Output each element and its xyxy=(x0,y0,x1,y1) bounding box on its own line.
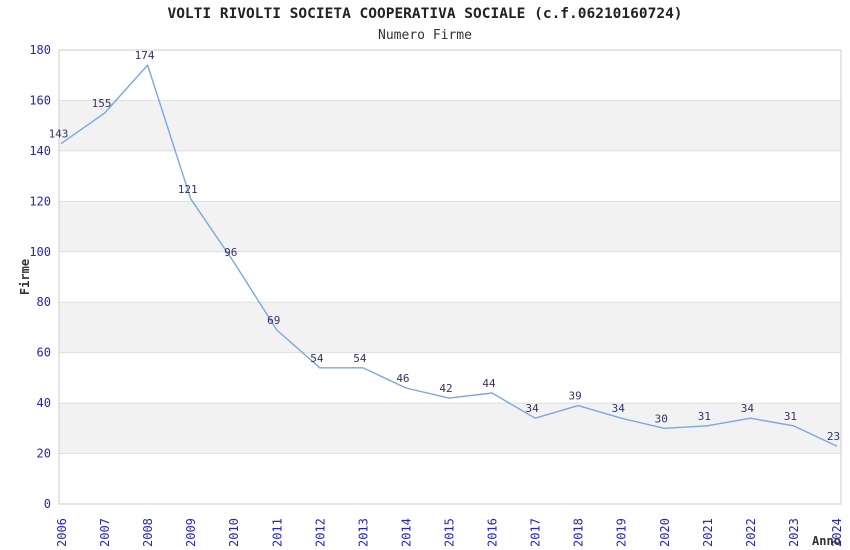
grid-band xyxy=(59,201,841,252)
x-tick-label: 2010 xyxy=(227,518,241,547)
x-tick-label: 2019 xyxy=(615,518,629,547)
data-point-label: 44 xyxy=(482,377,496,390)
y-tick-label: 0 xyxy=(44,497,51,511)
x-tick-label: 2024 xyxy=(830,518,844,547)
data-point-label: 96 xyxy=(224,246,237,259)
grid-band xyxy=(59,403,841,454)
data-point-label: 31 xyxy=(698,410,711,423)
data-point-label: 30 xyxy=(655,412,668,425)
data-point-label: 42 xyxy=(439,382,452,395)
chart-subtitle: Numero Firme xyxy=(378,28,472,43)
data-point-label: 31 xyxy=(784,410,797,423)
x-tick-label: 2012 xyxy=(313,518,327,547)
plot-border xyxy=(58,49,842,505)
y-tick-label: 100 xyxy=(29,245,51,259)
data-point-label: 34 xyxy=(612,402,626,415)
x-axis-label: Anno xyxy=(812,534,841,548)
x-tick-label: 2008 xyxy=(141,518,155,547)
data-point-label: 155 xyxy=(92,97,112,110)
data-point-label: 23 xyxy=(827,430,840,443)
y-tick-label: 160 xyxy=(29,93,51,107)
x-tick-label: 2017 xyxy=(529,518,543,547)
data-point-label: 69 xyxy=(267,314,280,327)
y-tick-label: 20 xyxy=(37,447,51,461)
grid-band xyxy=(59,100,841,151)
y-tick-label: 60 xyxy=(37,346,51,360)
x-tick-label: 2013 xyxy=(356,518,370,547)
x-tick-label: 2006 xyxy=(55,518,69,547)
x-tick-label: 2020 xyxy=(658,518,672,547)
y-tick-label: 140 xyxy=(29,144,51,158)
x-tick-label: 2014 xyxy=(399,518,413,547)
x-tick-label: 2015 xyxy=(443,518,457,547)
x-tick-label: 2011 xyxy=(270,518,284,547)
data-point-label: 54 xyxy=(353,352,367,365)
data-point-label: 46 xyxy=(396,372,409,385)
y-tick-label: 180 xyxy=(29,43,51,57)
x-tick-label: 2016 xyxy=(486,518,500,547)
x-tick-label: 2018 xyxy=(572,518,586,547)
x-tick-label: 2021 xyxy=(701,518,715,547)
x-tick-label: 2009 xyxy=(184,518,198,547)
data-point-label: 143 xyxy=(49,127,69,140)
series-line xyxy=(60,64,838,447)
grid-band xyxy=(59,302,841,353)
y-axis-label: Firme xyxy=(18,258,32,296)
y-tick-label: 80 xyxy=(37,295,51,309)
data-point-label: 39 xyxy=(569,390,582,403)
x-tick-label: 2023 xyxy=(787,518,801,547)
x-tick-label: 2022 xyxy=(744,518,758,547)
x-tick-label: 2007 xyxy=(98,518,112,547)
data-point-label: 34 xyxy=(525,402,539,415)
data-point-label: 34 xyxy=(741,402,755,415)
data-point-label: 121 xyxy=(178,183,198,196)
y-tick-label: 120 xyxy=(29,194,51,208)
data-point-label: 174 xyxy=(135,49,155,62)
chart-title: VOLTI RIVOLTI SOCIETA COOPERATIVA SOCIAL… xyxy=(167,6,683,22)
data-point-label: 54 xyxy=(310,352,324,365)
y-tick-label: 40 xyxy=(37,396,51,410)
